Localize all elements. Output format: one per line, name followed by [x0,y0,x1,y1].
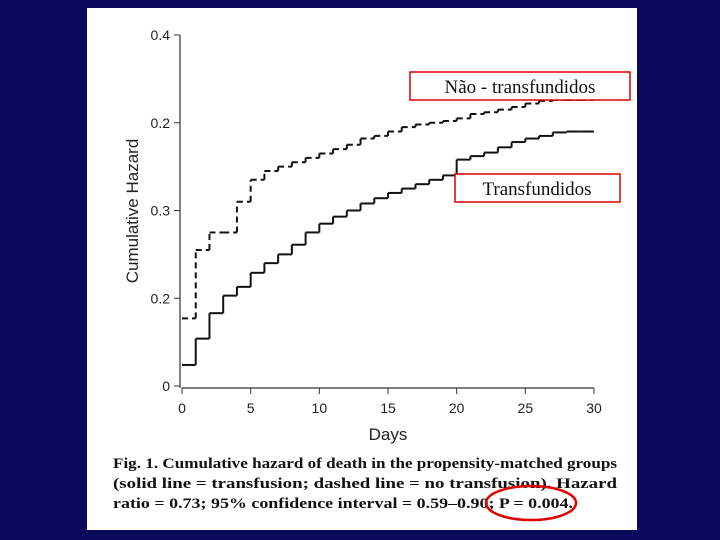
y-axis-label: Cumulative Hazard [123,139,142,284]
y-tick-label: 0 [162,378,170,394]
caption-line: (solid line = transfusion; dashed line =… [113,476,618,492]
caption-line: ratio = 0.73; 95% confidence interval = … [113,496,573,512]
legend-label: Transfundidos [482,179,591,200]
x-tick-label: 15 [380,400,396,416]
caption-line: Fig. 1. Cumulative hazard of death in th… [113,456,617,472]
legend-box [454,173,621,203]
legend-box [409,71,631,101]
legend-label: Não - transfundidos [445,77,596,98]
x-tick-label: 10 [312,400,328,416]
x-axis-label: Days [369,425,408,444]
x-tick-label: 20 [449,400,465,416]
y-tick-label: 0.4 [151,27,171,43]
x-tick-label: 25 [518,400,534,416]
highlight-ellipse [484,484,578,522]
x-tick-label: 5 [247,400,255,416]
x-tick-label: 30 [586,400,602,416]
y-tick-label: 0.3 [151,203,171,219]
y-tick-label: 0.2 [151,115,171,131]
y-tick-label: 0.2 [151,290,171,306]
plot: 0 0.2 0.3 0.2 0.4 0 5 10 15 20 25 30 [151,27,602,416]
x-tick-label: 0 [178,400,186,416]
